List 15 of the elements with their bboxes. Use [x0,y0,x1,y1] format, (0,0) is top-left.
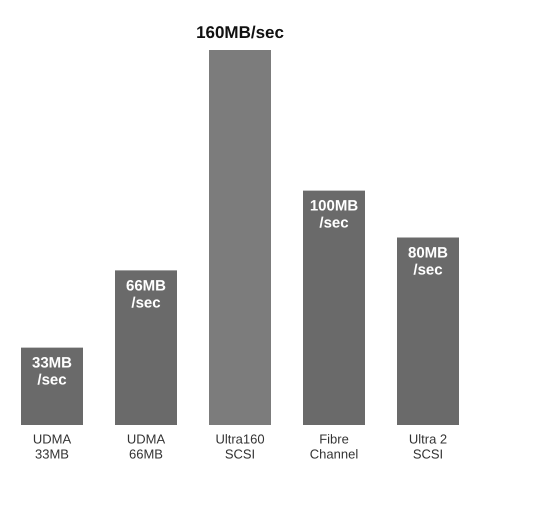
data-label: 33MB /sec [32,354,72,389]
bar [115,270,177,425]
data-label: 80MB /sec [408,244,448,278]
x-tick-label: Fibre Channel [310,432,358,462]
x-tick-label: UDMA 33MB [32,432,72,462]
x-tick-label: Ultra160 SCSI [215,432,265,462]
bar [397,238,459,425]
bar [303,190,365,425]
data-label: 66MB /sec [126,277,166,312]
x-tick-label: UDMA 66MB [126,432,166,462]
data-label: 100MB /sec [310,198,358,232]
bar [21,348,83,425]
x-tick-label: Ultra 2 SCSI [408,432,448,462]
bar [209,50,271,425]
data-label: 160MB/sec [196,23,284,42]
